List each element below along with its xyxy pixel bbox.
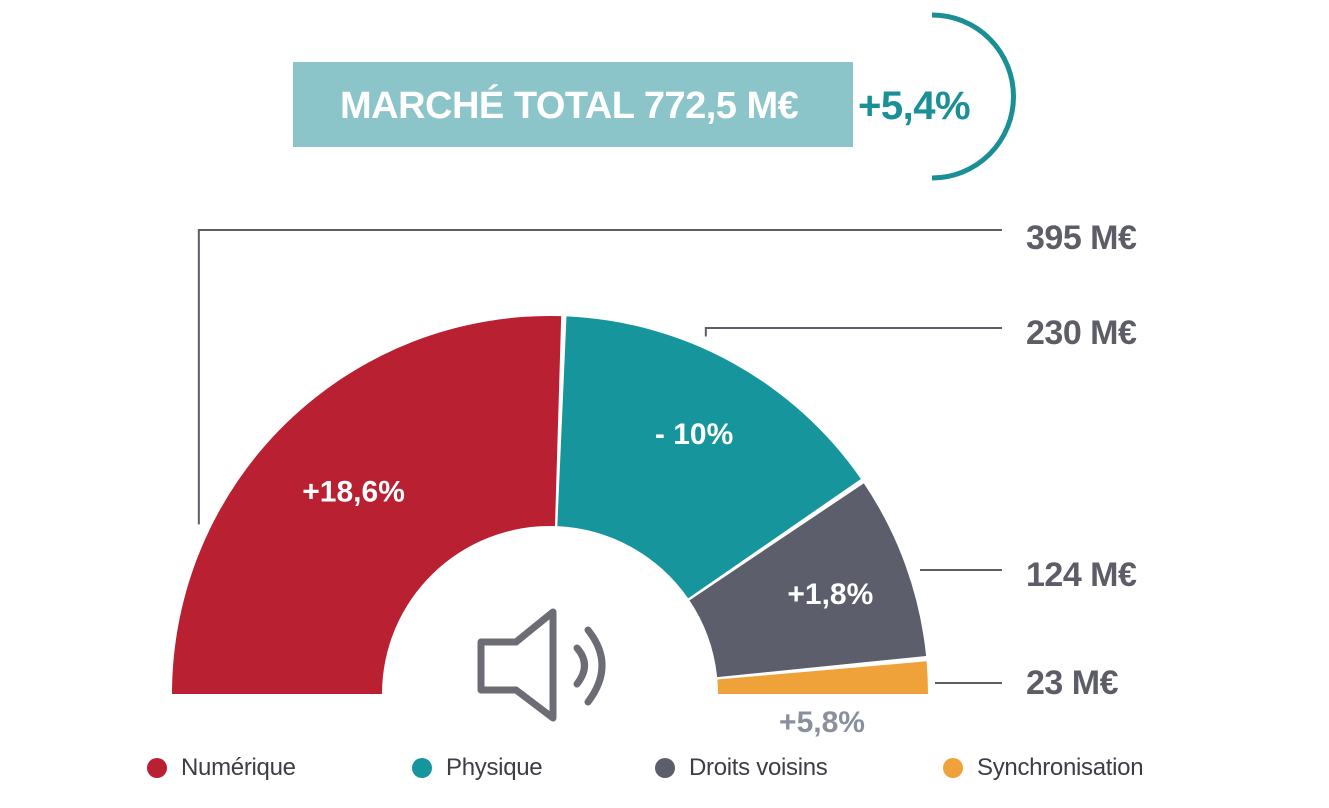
growth-arc xyxy=(931,12,1016,181)
growth-label-synchronisation: +5,8% xyxy=(779,706,865,739)
value-label-synchronisation: 23 M€ xyxy=(1026,664,1119,702)
growth-label-physique: - 10% xyxy=(655,418,733,451)
slice-physique xyxy=(557,316,861,599)
legend-item-droits-voisins: Droits voisins xyxy=(655,753,828,783)
slice-droits-voisins xyxy=(689,483,927,678)
legend-label: Physique xyxy=(446,754,543,781)
legend-swatch xyxy=(147,758,167,778)
slice-synchronisation xyxy=(717,661,928,694)
legend-label: Numérique xyxy=(181,754,296,781)
total-market-title: MARCHÉ TOTAL 772,5 M€ xyxy=(340,85,799,127)
total-market-growth: +5,4% xyxy=(858,84,971,128)
value-label-physique: 230 M€ xyxy=(1026,314,1137,352)
legend-swatch xyxy=(412,758,432,778)
growth-label-numerique: +18,6% xyxy=(302,475,405,508)
legend-swatch xyxy=(943,758,963,778)
value-label-droits-voisins: 124 M€ xyxy=(1026,556,1137,594)
leader-line-numerique xyxy=(197,229,1002,525)
growth-label-droits-voisins: +1,8% xyxy=(787,578,873,611)
legend-label: Droits voisins xyxy=(689,754,828,781)
slice-numerique xyxy=(172,315,562,694)
legend-item-synchronisation: Synchronisation xyxy=(943,753,1144,783)
value-label-numerique: 395 M€ xyxy=(1026,219,1137,257)
total-market-banner xyxy=(293,62,853,147)
legend-swatch xyxy=(655,758,675,778)
legend-label: Synchronisation xyxy=(977,754,1144,781)
legend-item-numerique: Numérique xyxy=(147,753,296,783)
speaker-icon xyxy=(477,608,606,722)
leader-line-physique xyxy=(704,327,1002,337)
legend-item-physique: Physique xyxy=(412,753,543,783)
